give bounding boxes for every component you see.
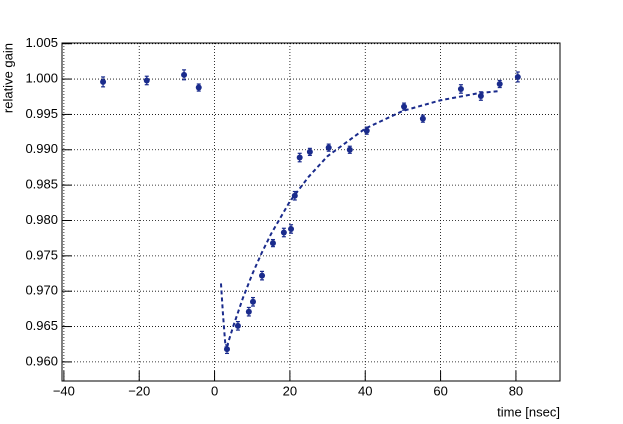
data-point — [291, 192, 298, 199]
x-axis-title: time [nsec] — [497, 404, 560, 419]
y-tick-label: 0.980 — [25, 212, 58, 227]
y-tick-label: 1.000 — [25, 71, 58, 86]
y-tick-label: 0.960 — [25, 353, 58, 368]
data-point — [401, 103, 408, 110]
y-tick-label: 0.985 — [25, 177, 58, 192]
fit-curve — [219, 90, 500, 351]
y-tick-label: 0.970 — [25, 283, 58, 298]
data-point — [325, 144, 332, 151]
x-tick-label: 20 — [283, 383, 297, 398]
data-point — [296, 154, 303, 161]
x-tick-label: 40 — [358, 383, 372, 398]
x-tick-label: −40 — [53, 383, 75, 398]
data-point — [223, 346, 230, 353]
data-point — [346, 146, 353, 153]
data-point — [419, 115, 426, 122]
data-point — [100, 78, 107, 85]
data-point — [195, 84, 202, 91]
data-point — [477, 93, 484, 100]
y-tick-label: 0.975 — [25, 247, 58, 262]
data-point — [181, 71, 188, 78]
data-point — [514, 73, 521, 80]
y-axis-title: relative gain — [0, 43, 15, 113]
data-point — [143, 77, 150, 84]
x-tick-label: −20 — [128, 383, 150, 398]
x-tick-label: 60 — [433, 383, 447, 398]
x-tick-label: 80 — [509, 383, 523, 398]
y-tick-label: 0.990 — [25, 141, 58, 156]
y-tick-label: 0.995 — [25, 106, 58, 121]
data-point — [363, 127, 370, 134]
data-point — [496, 81, 503, 88]
data-point — [269, 240, 276, 247]
data-point — [280, 229, 287, 236]
data-point — [288, 225, 295, 232]
y-tick-label: 1.005 — [25, 35, 58, 50]
y-tick-label: 0.965 — [25, 318, 58, 333]
data-point — [245, 308, 252, 315]
data-point — [457, 85, 464, 92]
plot-frame — [61, 42, 561, 382]
data-point — [234, 322, 241, 329]
data-point — [259, 272, 266, 279]
data-point — [306, 148, 313, 155]
data-point — [249, 298, 256, 305]
x-tick-label: 0 — [211, 383, 218, 398]
